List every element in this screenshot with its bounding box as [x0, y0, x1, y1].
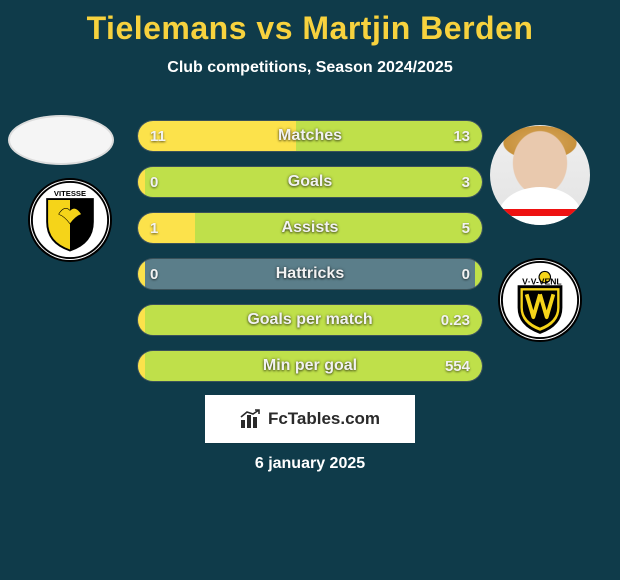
stat-value-left: 11 — [150, 128, 166, 145]
brand-label: FcTables.com — [268, 409, 380, 429]
stat-row: 0 0Hattricks — [137, 258, 483, 290]
stat-fill-left — [138, 351, 145, 381]
page-subtitle: Club competitions, Season 2024/2025 — [0, 59, 620, 77]
stat-fill-left — [138, 305, 145, 335]
stat-row: 15Assists — [137, 212, 483, 244]
player-right-photo — [490, 125, 590, 225]
stat-value-right: 0 — [462, 266, 470, 283]
stat-value-left: 0 — [150, 266, 158, 283]
stat-fill-right — [145, 305, 482, 335]
comparison-infographic: Tielemans vs Martjin Berden Club competi… — [0, 0, 620, 580]
stat-value-left: 1 — [150, 220, 158, 237]
vvv-crest-icon: V·V-VENL — [500, 258, 580, 342]
brand-chart-icon — [240, 409, 262, 429]
stat-value-right: 0.23 — [441, 312, 470, 329]
stat-fill-right — [145, 167, 482, 197]
stat-fill-right — [145, 351, 482, 381]
stat-row: 0.23Goals per match — [137, 304, 483, 336]
club-badge-left: VITESSE — [28, 178, 112, 262]
stat-bars: 1113Matches03Goals15Assists00Hattricks0.… — [137, 120, 483, 396]
stat-value-left: 0 — [150, 174, 158, 191]
content-area: VITESSE V·V-VENL 1113Matches03Goals15Ass… — [0, 110, 620, 400]
vitesse-crest-icon: VITESSE — [30, 178, 110, 262]
stat-value-right: 13 — [453, 128, 470, 145]
stat-fill-left — [138, 167, 145, 197]
stat-row: 1113Matches — [137, 120, 483, 152]
stat-fill-right — [475, 259, 482, 289]
stat-row: 03Goals — [137, 166, 483, 198]
stat-value-right: 554 — [445, 358, 470, 375]
brand-badge: FcTables.com — [205, 395, 415, 443]
stat-label: Hattricks — [138, 265, 482, 283]
club-badge-right: V·V-VENL — [498, 258, 582, 342]
stat-value-right: 3 — [462, 174, 470, 191]
footer-date: 6 january 2025 — [0, 455, 620, 473]
svg-text:VITESSE: VITESSE — [54, 189, 86, 198]
stat-fill-right — [195, 213, 482, 243]
player-left-photo — [8, 115, 114, 165]
page-title: Tielemans vs Martjin Berden — [0, 0, 620, 47]
stat-fill-left — [138, 259, 145, 289]
stat-row: 554Min per goal — [137, 350, 483, 382]
stat-fill-left — [138, 213, 195, 243]
stat-value-right: 5 — [462, 220, 470, 237]
